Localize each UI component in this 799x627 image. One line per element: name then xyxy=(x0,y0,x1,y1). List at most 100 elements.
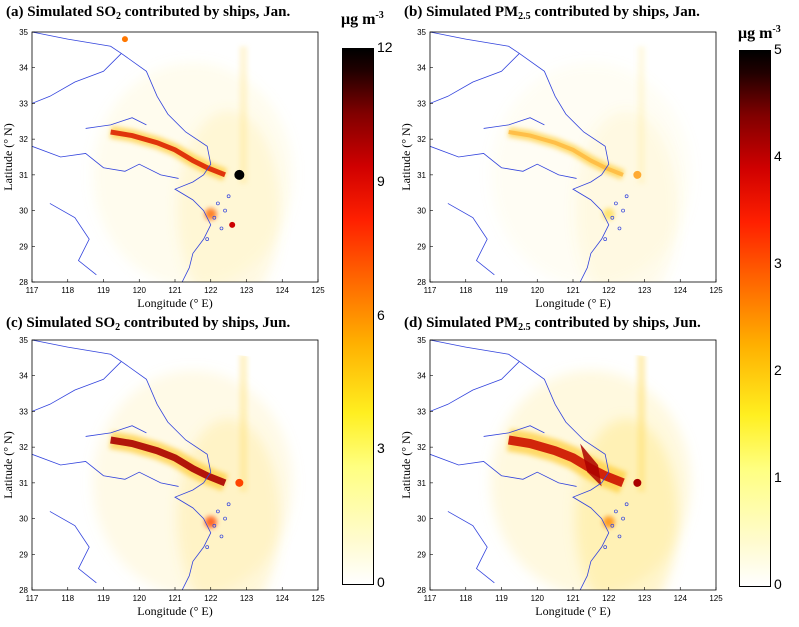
island xyxy=(226,194,231,199)
y-tick-label-34: 34 xyxy=(19,64,28,73)
plume-streak xyxy=(239,354,248,492)
coastline xyxy=(430,32,610,282)
pm25-colorbar-tick-0: 0 xyxy=(774,576,782,592)
coastline xyxy=(32,340,212,590)
x-tick-label-118: 118 xyxy=(61,286,74,295)
province-border xyxy=(32,145,179,179)
island xyxy=(212,523,217,528)
x-tick-label-122: 122 xyxy=(204,594,218,603)
panel-c-title: (c) Simulated SO2 contributed by ships, … xyxy=(6,315,291,333)
coastal-field xyxy=(177,418,281,590)
y-tick-label-35: 35 xyxy=(19,28,28,37)
x-tick-label-125: 125 xyxy=(311,594,325,603)
x-tick-label-119: 119 xyxy=(495,594,508,603)
province-border xyxy=(430,453,577,487)
y-tick-label-31: 31 xyxy=(19,479,28,488)
map-panel-d: 117 118 119 120 121 122 123 124 125 35 34 33 32 31 30 2… xyxy=(399,336,723,618)
island xyxy=(614,509,618,514)
x-tick-label-121: 121 xyxy=(168,594,182,603)
x-tick-label-121: 121 xyxy=(566,286,580,295)
province-border xyxy=(32,361,122,412)
pm25-colorbar-tick-4: 4 xyxy=(774,148,782,164)
y-tick-label-32: 32 xyxy=(417,135,426,144)
x-tick-label-124: 124 xyxy=(674,594,688,603)
y-tick-label-34: 34 xyxy=(417,64,426,73)
x-tick-label-124: 124 xyxy=(276,594,290,603)
y-tick-label-30: 30 xyxy=(19,515,28,524)
x-tick-label-123: 123 xyxy=(240,594,254,603)
x-tick-label-123: 123 xyxy=(638,286,652,295)
island xyxy=(223,516,227,521)
coastline xyxy=(32,32,212,282)
x-tick-label-121: 121 xyxy=(168,286,182,295)
port-hotspot xyxy=(235,478,244,487)
y-tick-label-30: 30 xyxy=(417,207,426,216)
coastal-field xyxy=(575,418,679,590)
province-border xyxy=(483,117,545,129)
island xyxy=(216,201,220,206)
island xyxy=(219,534,224,539)
y-tick-label-32: 32 xyxy=(19,135,28,144)
x-tick-label-125: 125 xyxy=(311,286,325,295)
river-shipping-lane xyxy=(110,129,226,178)
x-axis-label: Longitude (° E) xyxy=(535,296,610,310)
y-axis-label: Latitude (° N) xyxy=(1,431,15,498)
x-tick-label-122: 122 xyxy=(602,286,616,295)
island xyxy=(610,523,615,528)
x-tick-label-125: 125 xyxy=(709,594,723,603)
so2-colorbar-tick-0: 0 xyxy=(377,574,385,590)
y-tick-label-35: 35 xyxy=(19,336,28,345)
plume-streak xyxy=(637,46,646,184)
x-axis-label: Longitude (° E) xyxy=(535,604,610,618)
island xyxy=(226,502,231,507)
x-axis-label: Longitude (° E) xyxy=(137,604,212,618)
lianyungang-hotspot xyxy=(121,36,128,43)
x-tick-label-117: 117 xyxy=(26,286,39,295)
island xyxy=(216,509,220,514)
ningbo-hotspot xyxy=(204,516,217,529)
y-tick-label-32: 32 xyxy=(19,443,28,452)
y-tick-label-28: 28 xyxy=(417,278,426,287)
x-tick-label-118: 118 xyxy=(459,286,472,295)
y-tick-label-33: 33 xyxy=(19,407,28,416)
island xyxy=(614,201,618,206)
map-panel-a: 117 118 119 120 121 122 123 124 125 35 34 33 32 31 30 2… xyxy=(1,28,325,310)
y-tick-label-28: 28 xyxy=(19,278,28,287)
x-tick-label-120: 120 xyxy=(133,594,147,603)
province-border xyxy=(49,511,97,584)
ningbo-hotspot xyxy=(204,208,217,221)
y-tick-label-31: 31 xyxy=(417,171,426,180)
ningbo-hotspot xyxy=(602,516,615,529)
coastal-field xyxy=(177,110,281,282)
y-tick-label-31: 31 xyxy=(417,479,426,488)
y-tick-label-28: 28 xyxy=(417,586,426,595)
y-tick-label-33: 33 xyxy=(417,407,426,416)
plume-streak xyxy=(637,354,646,492)
province-border xyxy=(430,145,577,179)
y-axis-label: Latitude (° N) xyxy=(399,123,413,190)
island xyxy=(617,534,622,539)
river-shipping-lane xyxy=(110,436,227,487)
y-tick-label-30: 30 xyxy=(417,515,426,524)
panel-d-title: (d) Simulated PM2.5 contributed by ships… xyxy=(404,315,701,333)
pm25-colorbar-tick-5: 5 xyxy=(774,41,782,57)
province-border xyxy=(32,453,179,487)
so2-colorbar xyxy=(342,48,374,585)
so2-colorbar-tick-6: 6 xyxy=(377,306,385,323)
island xyxy=(205,545,210,549)
panel-b-title: (b) Simulated PM2.5 contributed by ships… xyxy=(404,4,700,22)
island xyxy=(621,208,625,213)
port-hotspot xyxy=(234,169,245,180)
island xyxy=(205,237,210,241)
ningbo-hotspot xyxy=(602,208,615,221)
province-border xyxy=(85,425,147,437)
x-tick-label-120: 120 xyxy=(531,286,545,295)
so2-colorbar-tick-12: 12 xyxy=(377,39,393,55)
x-tick-label-122: 122 xyxy=(204,286,218,295)
pm25-colorbar-tick-2: 2 xyxy=(774,362,782,378)
x-tick-label-120: 120 xyxy=(531,594,545,603)
x-tick-label-117: 117 xyxy=(26,594,39,603)
x-tick-label-124: 124 xyxy=(674,286,688,295)
river-shipping-lane xyxy=(507,435,625,488)
y-tick-label-28: 28 xyxy=(19,586,28,595)
